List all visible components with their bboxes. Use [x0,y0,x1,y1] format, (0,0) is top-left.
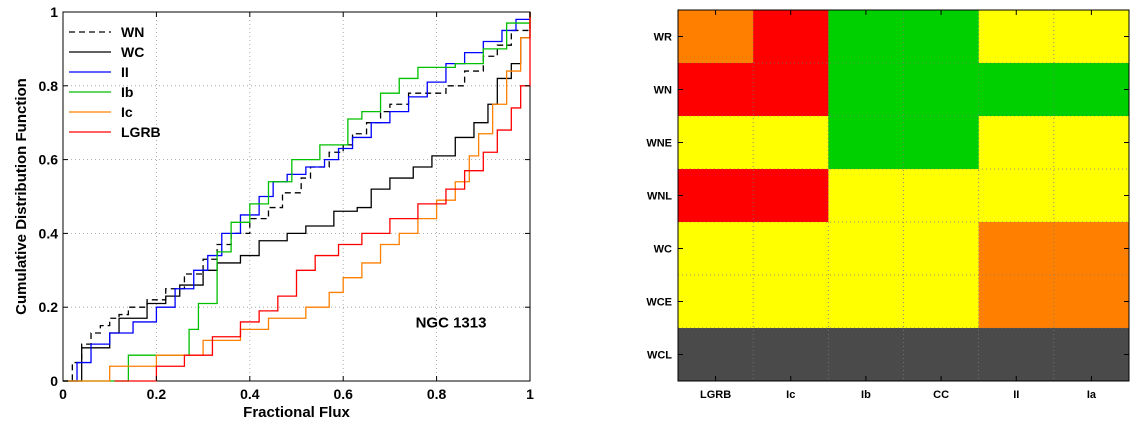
legend-label-lgrb: LGRB [121,124,161,140]
legend-label-wn: WN [121,24,144,40]
cdf-annotation: NGC 1313 [416,314,487,331]
heatmap-cell [753,116,829,170]
heatmap-cell [828,275,904,329]
series-line-ib [63,12,531,382]
x-tick-label: 0.8 [427,386,447,402]
heatmap-cell [978,116,1055,170]
legend-label-wc: WC [121,44,144,60]
y-tick-label: 0 [50,373,58,389]
heatmap-cells [678,10,1130,382]
x-tick-label: 0.4 [240,386,260,402]
heatmap-cell [753,169,829,223]
cdf-series [63,12,531,382]
heatmap-cell [753,328,829,382]
y-tick-label: 0.2 [39,299,59,315]
x-tick-label: 0 [59,386,67,402]
legend-label-ib: Ib [121,84,133,100]
heatmap-cell [828,63,904,117]
heatmap-column-label: Ia [1087,389,1097,401]
heatmap-cell [678,10,754,64]
heatmap-cell [678,328,754,382]
heatmap-cell [828,328,904,382]
heatmap-cell [753,222,829,276]
heatmap-cell [903,116,980,170]
heatmap-cell [903,222,980,276]
heatmap-row-label: WR [654,32,672,44]
cdf-grid [63,12,530,381]
cdf-plot: 00 0.2 0.2 0.4 0.4 0.6 0.6 0.8 0.8 1 1 WN WC II Ib Ic L… [13,4,534,421]
y-tick-label: 0.8 [39,78,59,94]
heatmap-column-label: Ic [786,389,795,401]
heatmap-labels: WR WN WNE WNL WC WCE WCL LGRB Ic Ib CC II Ia [646,10,1129,401]
heatmap-cell [978,222,1055,276]
heatmap-cell [978,169,1055,223]
heatmap-cell [903,275,980,329]
heatmap-column-label: CC [933,389,949,401]
heatmap-cell [828,222,904,276]
cdf-ticks: 00 0.2 0.2 0.4 0.4 0.6 0.6 0.8 0.8 1 1 [39,4,535,402]
series-line-ic [63,12,531,382]
heatmap: WR WN WNE WNL WC WCE WCL LGRB Ic Ib CC II Ia [646,9,1130,401]
heatmap-column-label: Ib [861,389,871,401]
heatmap-cell [753,10,829,64]
heatmap-cell [678,116,754,170]
heatmap-column-label: II [1013,389,1019,401]
heatmap-cell [678,63,754,117]
cdf-plot-frame [62,11,531,382]
heatmap-cell [828,169,904,223]
y-tick-label: 0.4 [39,225,59,241]
heatmap-cell [1053,169,1130,223]
x-tick-label: 0.6 [333,386,353,402]
heatmap-row-label: WNL [647,191,672,203]
heatmap-cell [1053,275,1130,329]
heatmap-cell [828,10,904,64]
heatmap-cell [1053,328,1130,382]
cdf-legend: WN WC II Ib Ic LGRB [69,24,161,140]
heatmap-cell [678,275,754,329]
heatmap-row-label: WNE [646,138,672,150]
heatmap-cell [903,63,980,117]
heatmap-cell [828,116,904,170]
heatmap-column-label: LGRB [700,389,731,401]
x-tick-label: 0.2 [147,386,167,402]
heatmap-cell [1053,10,1130,64]
heatmap-row-label: WCE [646,297,672,309]
heatmap-cell [978,328,1055,382]
heatmap-row-label: WC [654,244,672,256]
heatmap-row-label: WCL [647,350,672,362]
heatmap-cell [903,169,980,223]
cdf-y-axis-label: Cumulative Distribution Function [13,78,30,315]
heatmap-cell [1053,222,1130,276]
heatmap-cell [1053,63,1130,117]
legend-label-ic: Ic [121,104,133,120]
legend-label-ii: II [121,64,129,80]
cdf-x-axis-label: Fractional Flux [243,404,350,421]
heatmap-cell [903,328,980,382]
heatmap-cell [678,169,754,223]
heatmap-row-label: WN [654,85,672,97]
heatmap-cell [1053,116,1130,170]
series-line-wn [63,12,531,382]
heatmap-cell [978,275,1055,329]
series-line-lgrb [114,12,531,382]
x-tick-label: 1 [526,386,534,402]
heatmap-cell [978,10,1055,64]
heatmap-cell [753,63,829,117]
y-tick-label: 1 [50,4,58,20]
series-line-wc [63,12,531,382]
heatmap-cell [978,63,1055,117]
heatmap-cell [678,222,754,276]
heatmap-cell [753,275,829,329]
heatmap-cell [903,10,980,64]
y-tick-label: 0.6 [39,152,59,168]
